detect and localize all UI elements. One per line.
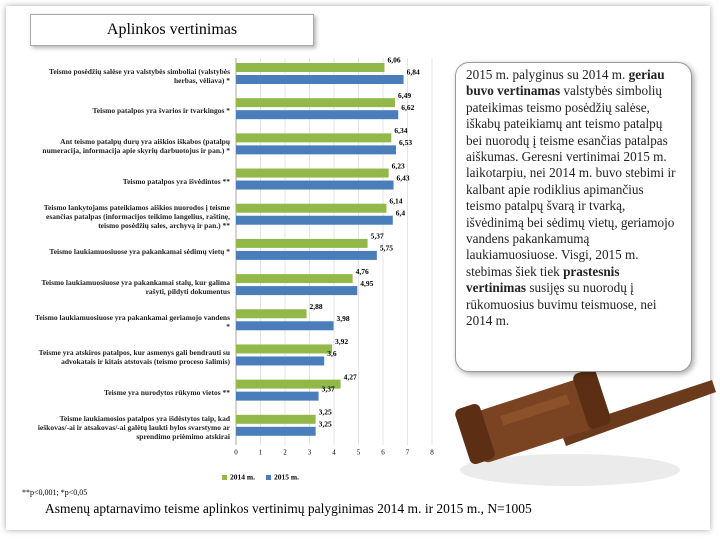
legend-label: 2014 m. (230, 473, 255, 482)
value-label: 5,37 (371, 232, 384, 241)
bar (236, 203, 387, 213)
value-label: 4,95 (360, 279, 373, 288)
value-label: 6,06 (387, 56, 400, 65)
text-segment: susijęs su nuorodų į rūkomuosius buvimu … (466, 280, 657, 329)
value-label: 6,53 (399, 138, 412, 147)
value-label: 3,6 (327, 349, 337, 358)
category-label: Teismo lankytojams pateikiamos aiškios n… (43, 202, 230, 230)
bar (236, 309, 307, 319)
legend-swatch (222, 475, 227, 480)
value-label: 6,34 (394, 126, 407, 135)
bar (236, 145, 396, 155)
bar (236, 274, 353, 284)
value-label: 5,75 (380, 244, 393, 253)
x-tick-label: 6 (381, 449, 385, 457)
value-label: 6,49 (398, 91, 411, 100)
bar (236, 321, 334, 331)
bar (236, 391, 319, 401)
value-label: 3,92 (335, 337, 348, 346)
bar (236, 356, 325, 366)
text-segment: geriau buvo vertinamas (466, 67, 665, 99)
x-tick-label: 0 (234, 449, 238, 457)
gavel (455, 369, 716, 486)
x-tick-label: 1 (259, 449, 263, 457)
slide-title: Aplinkos vertinimas (30, 14, 314, 46)
bar (236, 98, 396, 108)
bar (236, 250, 377, 260)
x-tick-label: 4 (332, 449, 336, 457)
bar (236, 344, 333, 354)
bar (236, 414, 316, 424)
value-label: 3,25 (319, 408, 332, 417)
value-label: 3,25 (319, 420, 332, 429)
bar (236, 286, 358, 296)
footnote: **p<0,001; *p<0,05 (22, 488, 88, 497)
x-tick-label: 2 (283, 449, 287, 457)
text-segment: 2015 m. palyginus su 2014 m. (466, 67, 629, 82)
value-label: 3,37 (322, 384, 335, 393)
value-label: 4,76 (356, 267, 369, 276)
bar (236, 168, 389, 178)
bar (236, 215, 393, 225)
text-box: 2015 m. palyginus su 2014 m. geriau buvo… (455, 62, 692, 372)
bar (236, 180, 394, 190)
value-label: 6,84 (407, 68, 420, 77)
text-segment: valstybės simbolių pateikimas teismo pos… (466, 83, 676, 279)
category-label: Teismo patalpos yra išvėdintos ** (122, 176, 230, 186)
category-label: Ant teismo patalpų durų yra aiškios iška… (42, 136, 230, 155)
value-label: 2,88 (310, 302, 323, 311)
x-tick-label: 7 (406, 449, 410, 457)
category-label: Teismo laukiamuosiuose yra pakankamai ge… (35, 312, 230, 331)
value-label: 6,14 (389, 196, 402, 205)
category-label: Teismo laukiamuosiuose yra pakankamai st… (41, 277, 230, 296)
bar (236, 75, 404, 84)
legend-label: 2015 m. (274, 473, 299, 482)
caption: Asmenų aptarnavimo teisme aplinkos verti… (45, 501, 532, 516)
x-tick-label: 3 (308, 449, 312, 457)
x-tick-label: 8 (430, 449, 434, 457)
bar (236, 110, 399, 120)
bar (236, 133, 392, 143)
category-label: Teisme yra nurodytos rūkymo vietos ** (103, 387, 230, 397)
category-label: Teismo patalpos yra švarios ir tvarkingo… (92, 106, 230, 116)
bar (236, 238, 368, 248)
value-label: 4,27 (344, 372, 357, 381)
value-label: 6,43 (397, 173, 410, 182)
category-label: Teismo posėdžių salėse yra valstybės sim… (49, 66, 230, 85)
bar (236, 379, 341, 389)
category-label: Teisme yra atskiros patalpos, kur asmeny… (38, 348, 230, 367)
value-label: 6,4 (396, 208, 406, 217)
value-label: 6,62 (401, 103, 414, 112)
bar (236, 63, 385, 72)
value-label: 3,98 (337, 314, 350, 323)
legend-swatch (266, 475, 271, 480)
category-label: Teismo laukiamuosiuose yra pakankamai sė… (49, 247, 230, 256)
category-label: Teisme laukiamosios patalpos yra išdėsty… (37, 413, 230, 441)
bar (236, 426, 316, 436)
text-segment: prastesnis vertinimas (466, 263, 620, 296)
x-tick-label: 5 (357, 449, 361, 457)
value-label: 6,23 (392, 161, 405, 170)
